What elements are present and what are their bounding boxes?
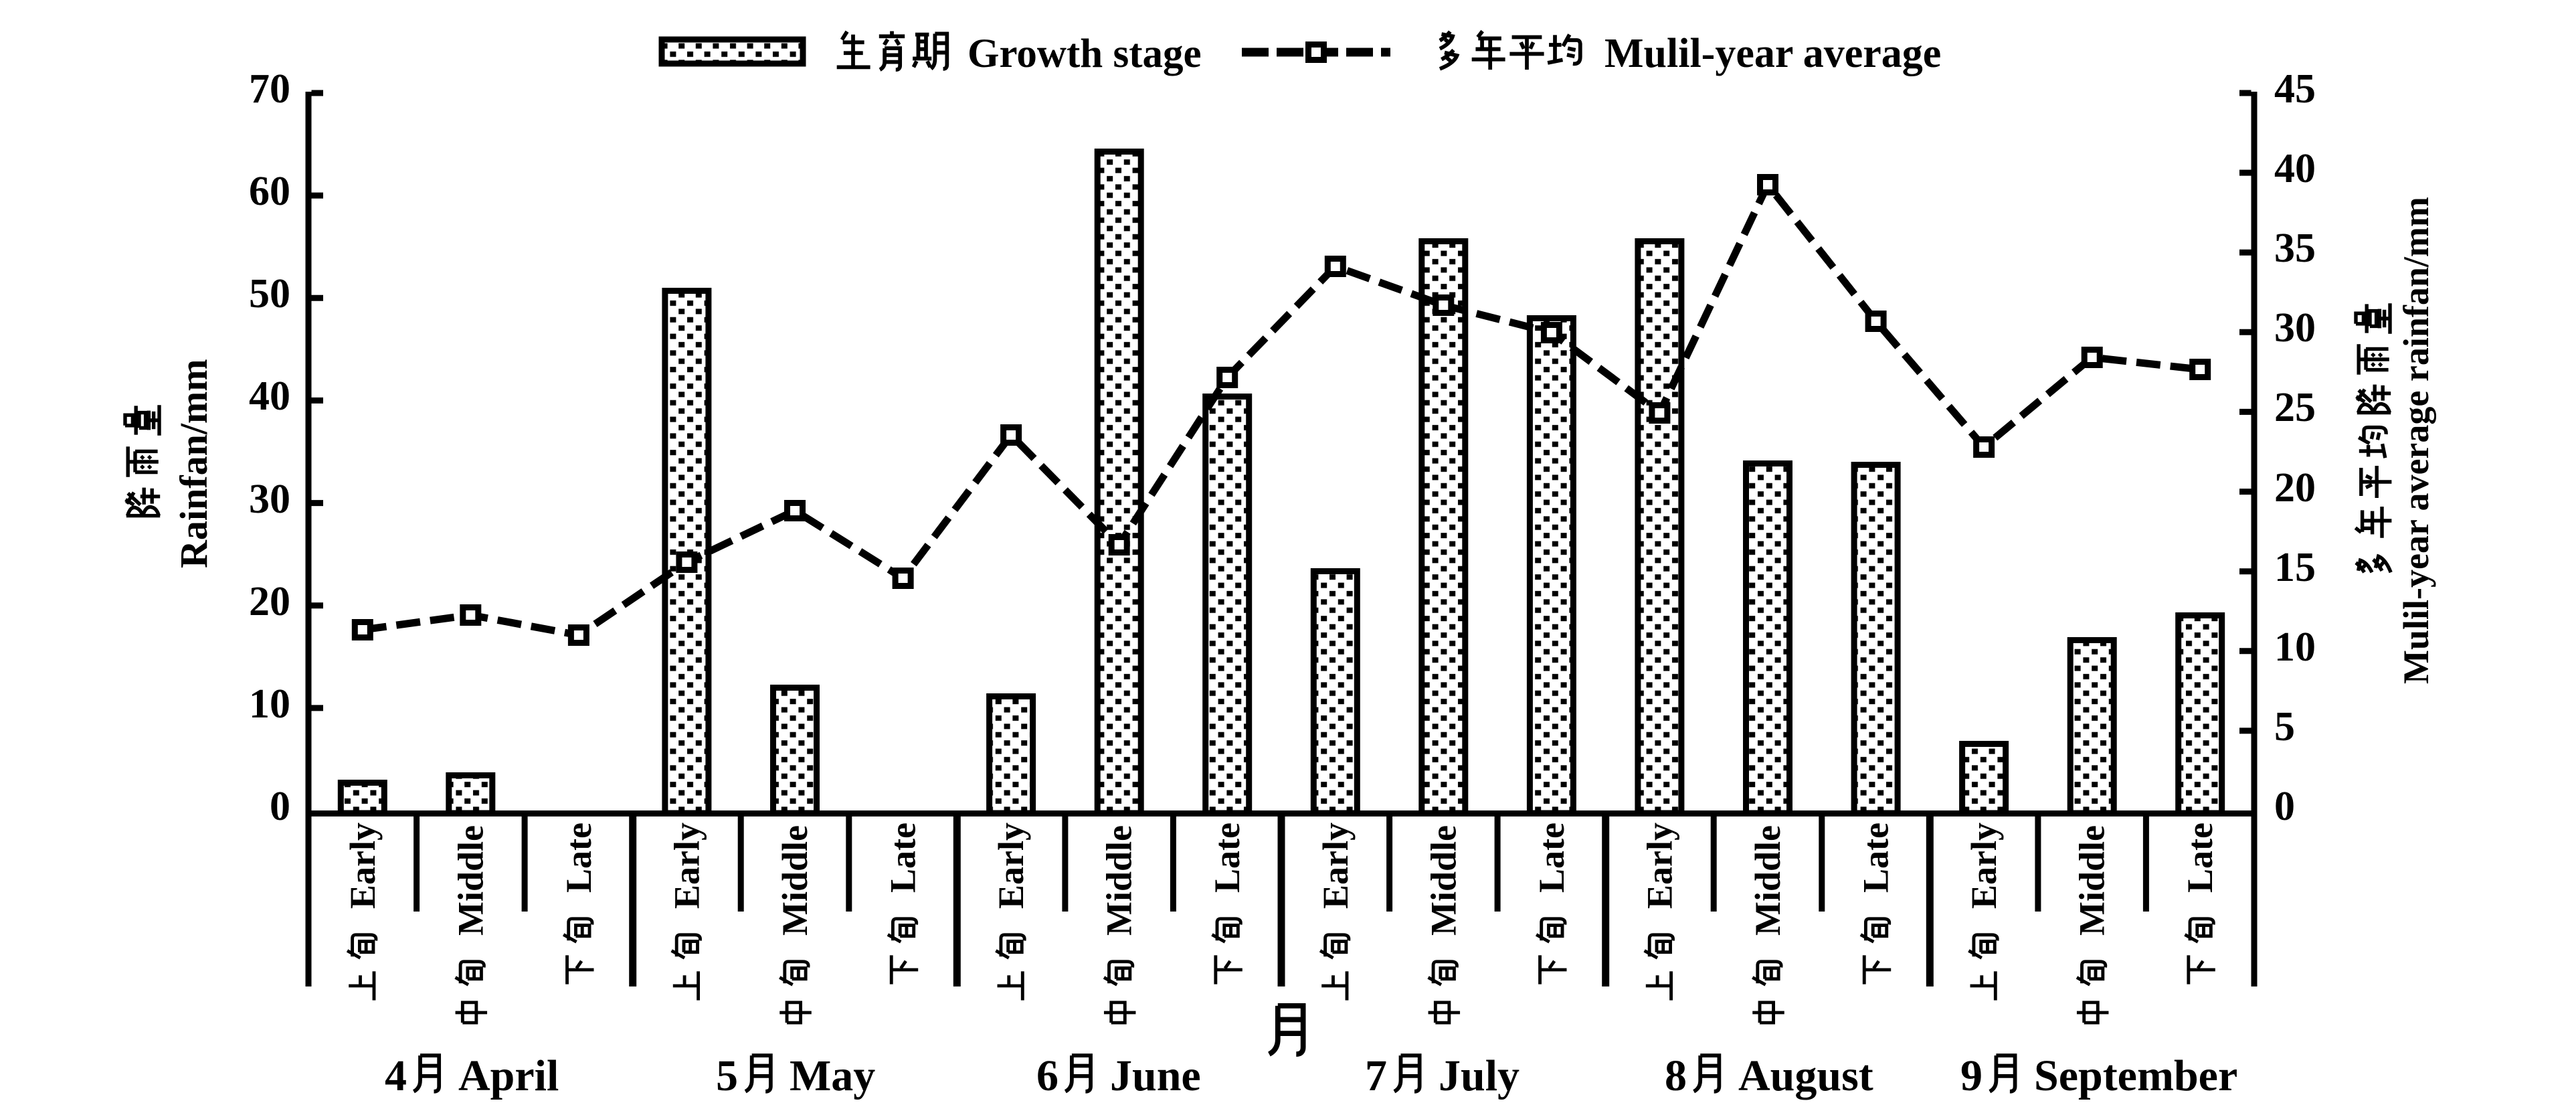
svg-text:Middle: Middle [1423,825,1463,936]
svg-text:July: July [1439,1051,1520,1100]
svg-text:Middle: Middle [1748,825,1788,936]
svg-text:40: 40 [2274,146,2316,191]
svg-text:15: 15 [2274,545,2316,590]
svg-text:30: 30 [249,477,290,522]
svg-text:Late: Late [559,823,599,893]
svg-text:Early: Early [1315,823,1356,909]
svg-text:Late: Late [1532,823,1572,893]
svg-text:30: 30 [2274,305,2316,351]
svg-text:45: 45 [2274,66,2316,112]
svg-text:40: 40 [249,373,290,419]
svg-text:Growth stage: Growth stage [968,31,1202,76]
svg-text:June: June [1110,1051,1201,1100]
svg-text:35: 35 [2274,226,2316,271]
svg-text:10: 10 [249,681,290,727]
svg-text:Early: Early [1639,823,1679,909]
svg-text:20: 20 [2274,465,2316,511]
svg-text:10: 10 [2274,624,2316,670]
svg-text:Rainfan/mm: Rainfan/mm [172,359,215,568]
svg-text:6: 6 [1036,1051,1059,1100]
svg-text:0: 0 [2274,784,2295,829]
svg-text:Late: Late [2180,823,2220,893]
svg-text:Middle: Middle [1099,825,1139,936]
svg-text:5: 5 [716,1051,738,1100]
svg-text:Middle: Middle [2072,825,2112,936]
svg-text:Late: Late [1856,823,1896,893]
svg-text:8: 8 [1665,1051,1687,1100]
svg-text:Middle: Middle [450,825,490,936]
svg-text:May: May [790,1051,875,1100]
svg-text:Early: Early [991,823,1031,909]
svg-text:5: 5 [2274,704,2295,750]
svg-text:Mulil-year average rainfan/mm: Mulil-year average rainfan/mm [2396,197,2436,684]
svg-text:25: 25 [2274,385,2316,430]
svg-text:4: 4 [385,1051,407,1100]
svg-text:Early: Early [343,823,383,909]
svg-text:50: 50 [249,271,290,317]
svg-text:Early: Early [666,823,707,909]
svg-text:August: August [1738,1051,1873,1100]
svg-text:0: 0 [270,784,290,829]
svg-text:Middle: Middle [775,825,815,936]
svg-text:Early: Early [1964,823,2004,909]
svg-text:20: 20 [249,579,290,624]
svg-text:Late: Late [883,823,923,893]
svg-text:7: 7 [1365,1051,1387,1100]
svg-text:Mulil-year average: Mulil-year average [1604,31,1941,76]
svg-text:September: September [2034,1051,2237,1100]
svg-text:60: 60 [249,169,290,214]
svg-text:April: April [458,1051,559,1100]
svg-text:Late: Late [1207,823,1247,893]
svg-text:70: 70 [249,66,290,112]
svg-text:9: 9 [1960,1051,1983,1100]
